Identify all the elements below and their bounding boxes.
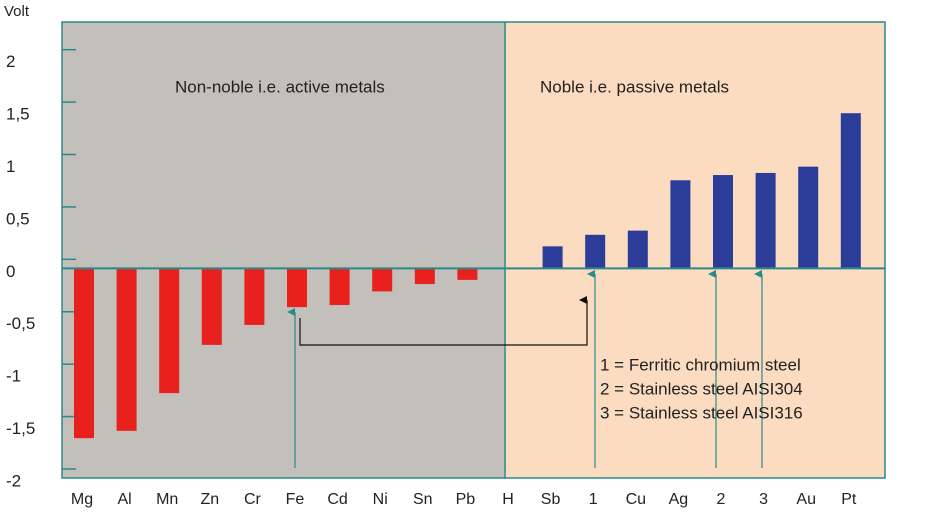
- x-tick-label: Pt: [841, 491, 857, 508]
- bar: [287, 268, 307, 308]
- bar: [798, 166, 819, 269]
- x-tick-label: H: [502, 491, 514, 508]
- bar: [201, 268, 222, 345]
- connector-arrow: [299, 296, 588, 346]
- annotation: 3 = Stainless steel AISI316: [600, 403, 803, 422]
- x-tick-label: Ni: [373, 491, 388, 508]
- bar: [74, 268, 94, 439]
- x-tick-label: 2: [717, 491, 726, 508]
- x-tick-label: Pb: [456, 491, 476, 508]
- bar: [840, 113, 861, 269]
- y-tick-label: 1,5: [6, 105, 30, 124]
- x-tick-label: Fe: [286, 491, 305, 508]
- y-tick-label: -0,5: [6, 314, 35, 333]
- x-tick-label: 1: [589, 491, 598, 508]
- x-tick-label: Ag: [669, 491, 689, 508]
- annotation: 2 = Stainless steel AISI304: [600, 379, 803, 398]
- annotation: 1 = Ferritic chromium steel: [600, 355, 801, 374]
- x-tick-label: Zn: [200, 491, 219, 508]
- bar: [627, 230, 648, 269]
- y-tick-label: -2: [6, 471, 21, 490]
- x-tick-label: Mg: [71, 491, 93, 508]
- plot-border: [61, 21, 886, 479]
- x-tick-label: Cr: [244, 491, 262, 508]
- bar: [585, 234, 606, 269]
- bar: [457, 268, 478, 280]
- y-tick-label: 0,5: [6, 209, 30, 228]
- bar: [116, 268, 137, 431]
- x-tick-label: Cd: [327, 491, 347, 508]
- x-tick-label: Al: [117, 491, 131, 508]
- x-tick-label: Sn: [413, 491, 433, 508]
- y-tick-label: 2: [6, 52, 15, 71]
- bar: [159, 268, 180, 394]
- bar: [713, 175, 733, 269]
- bar: [670, 180, 691, 269]
- x-tick-label: Cu: [626, 491, 646, 508]
- y-tick-label: -1: [6, 367, 21, 386]
- y-tick-label: 1: [6, 157, 15, 176]
- x-tick-label: Sb: [541, 491, 561, 508]
- annotation: Non-noble i.e. active metals: [175, 77, 385, 96]
- y-axis-label: Volt: [4, 3, 30, 20]
- bar: [244, 268, 265, 325]
- y-tick-label: 0: [6, 262, 15, 281]
- bar: [329, 268, 350, 306]
- bar: [414, 268, 435, 285]
- bar: [755, 172, 776, 269]
- annotation: Noble i.e. passive metals: [540, 77, 729, 96]
- x-tick-label: Mn: [156, 491, 178, 508]
- y-tick-label: -1,5: [6, 419, 35, 438]
- bar: [372, 268, 393, 292]
- x-tick-label: 3: [759, 491, 768, 508]
- arrows: [287, 270, 763, 468]
- passive-region: [505, 22, 885, 478]
- bar: [542, 246, 563, 269]
- x-tick-label: Au: [796, 491, 816, 508]
